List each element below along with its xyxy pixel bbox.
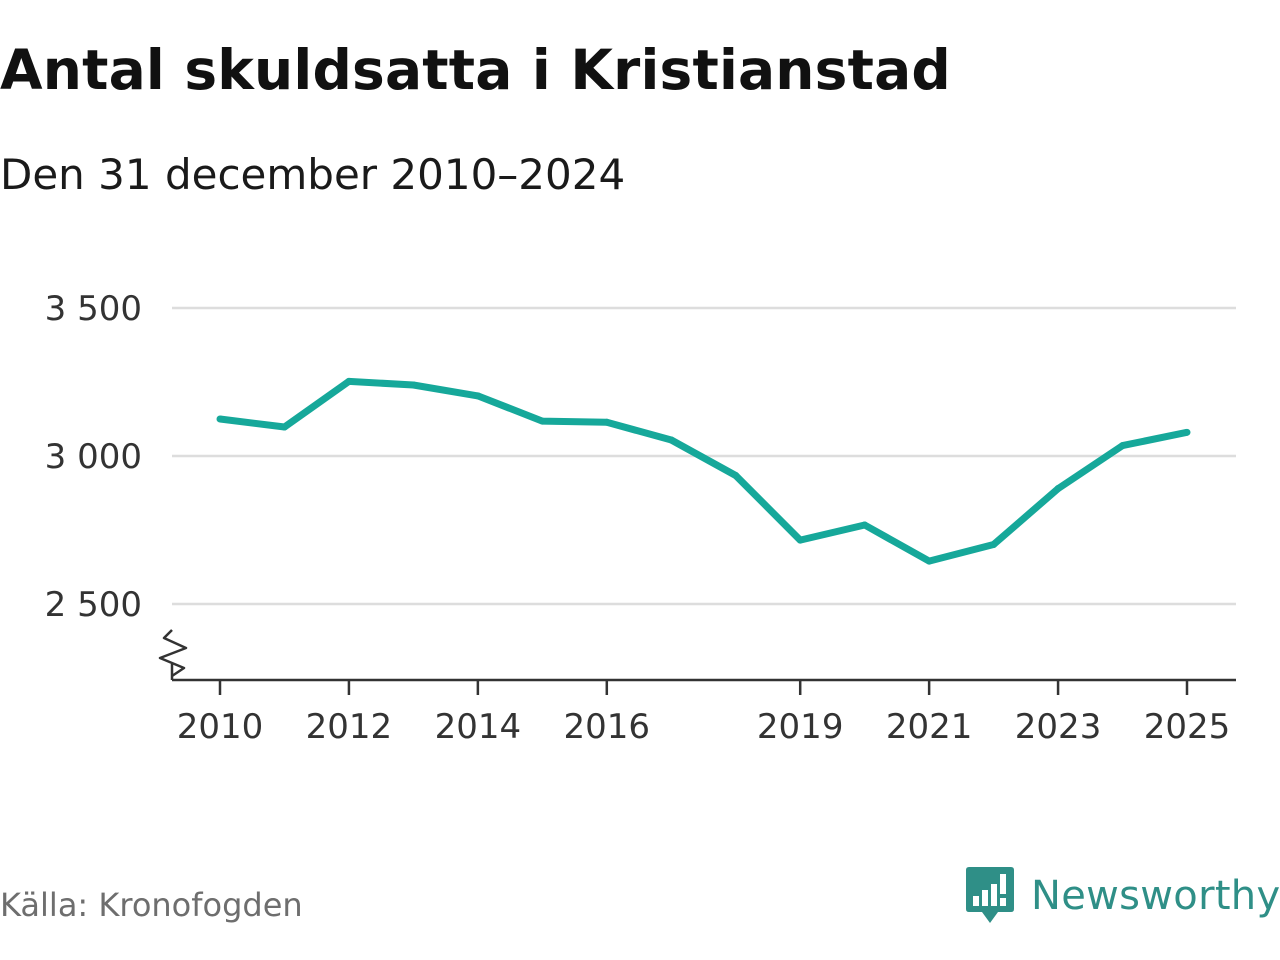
x-axis <box>160 630 1236 680</box>
data-point <box>345 378 352 385</box>
x-tick-label: 2012 <box>306 707 393 747</box>
brand-name: Newsworthy <box>1031 873 1280 919</box>
data-point <box>539 418 546 425</box>
data-point <box>1119 442 1126 449</box>
x-tick-label: 2021 <box>886 707 973 747</box>
data-point <box>732 472 739 479</box>
newsworthy-logo-icon <box>965 865 1015 927</box>
data-point <box>217 416 224 423</box>
x-axis-ticks: 2010 2012 2014 2016 2019 2021 2023 2025 <box>177 680 1231 747</box>
data-point <box>410 381 417 388</box>
data-point <box>926 558 933 565</box>
x-tick-label: 2014 <box>435 707 522 747</box>
y-tick-label: 2 500 <box>45 585 142 625</box>
data-point <box>990 541 997 548</box>
data-point <box>797 537 804 544</box>
x-tick-label: 2016 <box>564 707 651 747</box>
data-point <box>668 437 675 444</box>
y-axis-ticks: 2 500 3 000 3 500 <box>45 289 142 625</box>
y-tick-label: 3 000 <box>45 437 142 477</box>
y-tick-label: 3 500 <box>45 289 142 329</box>
data-point <box>1184 429 1191 436</box>
x-tick-label: 2023 <box>1015 707 1102 747</box>
x-tick-label: 2025 <box>1144 707 1231 747</box>
data-point <box>861 521 868 528</box>
data-point <box>281 423 288 430</box>
x-tick-label: 2019 <box>757 707 844 747</box>
data-point <box>1055 485 1062 492</box>
data-point <box>474 392 481 399</box>
data-point <box>603 419 610 426</box>
line-chart: 2 500 3 000 3 500 2010 2012 2014 2016 2019 2021… <box>0 0 1280 960</box>
brand-block: Newsworthy <box>965 864 1280 928</box>
series <box>217 378 1191 565</box>
series-line <box>220 381 1187 561</box>
source-note: Källa: Kronofogden <box>0 886 303 924</box>
x-tick-label: 2010 <box>177 707 264 747</box>
